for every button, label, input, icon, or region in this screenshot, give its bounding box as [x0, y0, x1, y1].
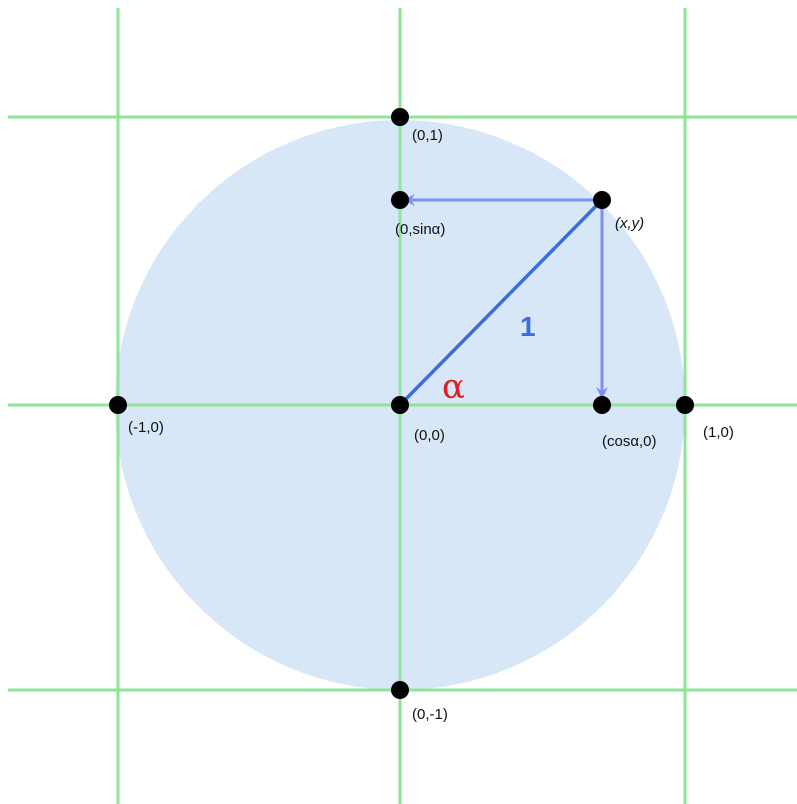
point-label: (0,sinα) — [395, 221, 445, 238]
radius-line — [398, 198, 604, 407]
points — [109, 108, 694, 699]
point — [391, 681, 409, 699]
point — [391, 191, 409, 209]
point-label: (cosα,0) — [602, 433, 657, 450]
point — [593, 191, 611, 209]
point — [391, 108, 409, 126]
angle-label: α — [442, 367, 465, 407]
point-label: (1,0) — [703, 424, 734, 441]
point-label: (x,y) — [615, 215, 644, 232]
point — [676, 396, 694, 414]
radius-label: 1 — [520, 311, 536, 342]
point-label: (0,1) — [412, 127, 443, 144]
point — [593, 396, 611, 414]
point — [391, 396, 409, 414]
point-label: (0,0) — [414, 427, 445, 444]
point — [109, 396, 127, 414]
point-label: (0,-1) — [412, 706, 448, 723]
point-label: (-1,0) — [128, 419, 164, 436]
